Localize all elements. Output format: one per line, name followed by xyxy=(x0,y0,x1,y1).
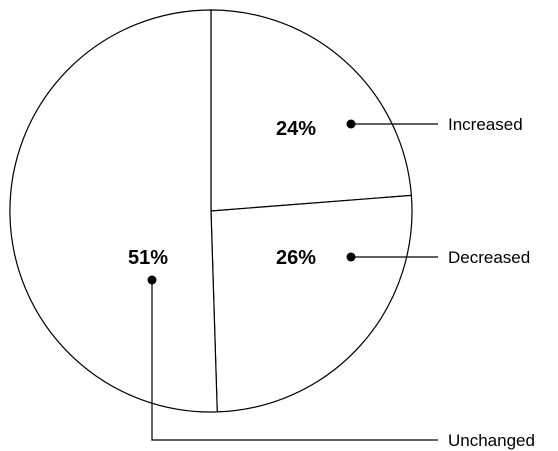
leader-line-unchanged xyxy=(151,280,438,441)
category-label-increased: Increased xyxy=(448,115,523,134)
pie-slice-unchanged xyxy=(9,9,218,413)
value-label-decreased: 26% xyxy=(276,247,316,269)
category-label-unchanged: Unchanged xyxy=(448,431,535,450)
value-label-increased: 24% xyxy=(276,118,316,140)
category-label-decreased: Decreased xyxy=(448,248,530,267)
pie-slice-decreased xyxy=(210,194,413,413)
pie-slices xyxy=(9,9,413,413)
pie-slice-increased xyxy=(210,9,413,212)
value-label-unchanged: 51% xyxy=(128,247,168,269)
